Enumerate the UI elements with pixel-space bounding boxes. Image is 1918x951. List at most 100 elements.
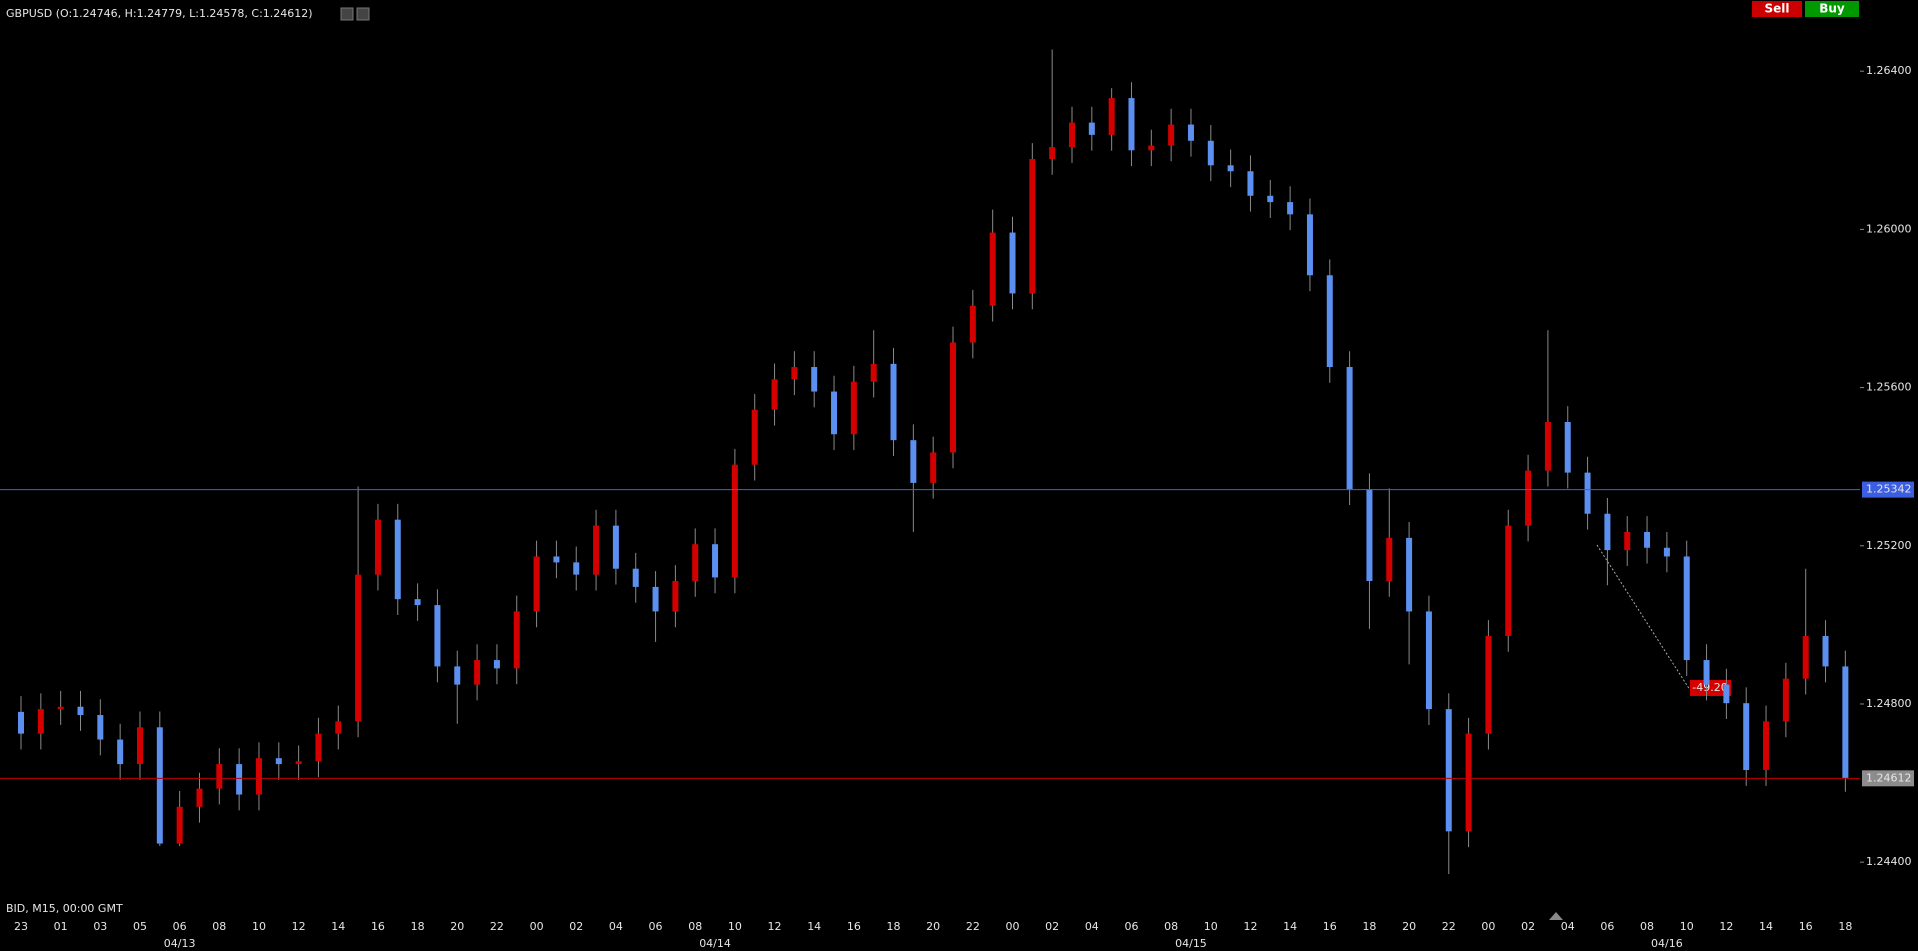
caption: BID, M15, 00:00 GMT xyxy=(6,902,123,915)
x-tick-label: 22 xyxy=(1442,920,1456,933)
candle-body xyxy=(573,562,580,575)
x-tick-label: 02 xyxy=(569,920,583,933)
candle-body xyxy=(1009,232,1016,294)
x-tick-label: 16 xyxy=(847,920,861,933)
x-tick-label: 00 xyxy=(530,920,544,933)
candle-body xyxy=(1802,635,1809,679)
candle-body xyxy=(57,706,64,710)
candle-body xyxy=(1227,165,1234,172)
candle-body xyxy=(255,758,262,795)
icon[interactable] xyxy=(340,7,354,21)
candle-body xyxy=(1346,367,1353,490)
x-tick-label: 14 xyxy=(1759,920,1773,933)
candle-body xyxy=(196,788,203,807)
candle-body xyxy=(1326,275,1333,368)
date-label: 04/13 xyxy=(164,937,196,950)
sell-button[interactable] xyxy=(1752,1,1802,17)
candle-body xyxy=(930,452,937,483)
x-tick-label: 01 xyxy=(54,920,68,933)
x-tick-label: 12 xyxy=(1719,920,1733,933)
candle-body xyxy=(1822,635,1829,667)
candle-body xyxy=(969,305,976,343)
x-tick-label: 08 xyxy=(1640,920,1654,933)
candle-body xyxy=(1743,703,1750,771)
icon[interactable] xyxy=(356,7,370,21)
date-label: 04/14 xyxy=(699,937,731,950)
x-tick-label: 04 xyxy=(1561,920,1575,933)
x-tick-label: 12 xyxy=(292,920,306,933)
candle-body xyxy=(1703,660,1710,685)
trend-line xyxy=(1596,544,1691,691)
y-tick-label: 1.25600 xyxy=(1866,381,1912,394)
candle-body xyxy=(1763,721,1770,771)
y-tick-label: 1.24800 xyxy=(1866,697,1912,710)
x-tick-label: 02 xyxy=(1045,920,1059,933)
candle-body xyxy=(156,727,163,844)
annotation-box xyxy=(1690,680,1731,696)
candle-body xyxy=(910,440,917,483)
y-tick-label: 1.24400 xyxy=(1866,855,1912,868)
candle-body xyxy=(811,367,818,392)
candle-body xyxy=(593,525,600,575)
candle-body xyxy=(612,525,619,569)
price-line-box xyxy=(1862,481,1914,498)
x-tick-label: 18 xyxy=(1838,920,1852,933)
x-tick-label: 22 xyxy=(490,920,504,933)
candle-body xyxy=(474,660,481,685)
candle-body xyxy=(1306,214,1313,276)
candle-body xyxy=(632,568,639,587)
x-tick-label: 10 xyxy=(252,920,266,933)
x-tick-label: 18 xyxy=(411,920,425,933)
candle-body xyxy=(1723,684,1730,704)
candle-body xyxy=(414,599,421,606)
x-tick-label: 14 xyxy=(807,920,821,933)
x-tick-label: 03 xyxy=(93,920,107,933)
price-line-label: 1.24612 xyxy=(1866,771,1912,784)
y-tick-label: 1.26400 xyxy=(1866,64,1912,77)
x-tick-label: 12 xyxy=(1243,920,1257,933)
x-tick-label: 18 xyxy=(1362,920,1376,933)
date-label: 04/16 xyxy=(1651,937,1683,950)
candle-body xyxy=(652,586,659,612)
x-tick-label: 10 xyxy=(1680,920,1694,933)
x-tick-label: 06 xyxy=(649,920,663,933)
candle-body xyxy=(1624,531,1631,551)
candle-body xyxy=(831,391,838,435)
candle-body xyxy=(97,715,104,740)
candle-body xyxy=(374,519,381,575)
candle-body xyxy=(1049,147,1056,159)
x-tick-label: 14 xyxy=(1283,920,1297,933)
candle-body xyxy=(712,544,719,578)
price-line-box xyxy=(1862,770,1914,787)
candle-body xyxy=(1386,537,1393,581)
candle-body xyxy=(1029,158,1036,294)
candle-body xyxy=(1108,98,1115,135)
candle-body xyxy=(771,379,778,410)
candle-body xyxy=(1465,733,1472,832)
candle-body xyxy=(553,556,560,563)
x-tick-label: 08 xyxy=(1164,920,1178,933)
price-line-label: 1.25342 xyxy=(1866,483,1912,496)
candle-body xyxy=(533,556,540,612)
candle-body xyxy=(335,721,342,734)
candle-body xyxy=(1425,611,1432,710)
x-tick-label: 04 xyxy=(609,920,623,933)
candle-body xyxy=(37,709,44,734)
candle-body xyxy=(1505,525,1512,636)
x-tick-label: 02 xyxy=(1521,920,1535,933)
candle-body xyxy=(1168,124,1175,146)
candle-body xyxy=(989,232,996,306)
candle-body xyxy=(176,806,183,844)
buy-label[interactable]: Buy xyxy=(1819,2,1845,16)
candle-body xyxy=(1544,421,1551,471)
sell-label[interactable]: Sell xyxy=(1764,2,1789,16)
buy-button[interactable] xyxy=(1805,1,1859,17)
candle-body xyxy=(1187,124,1194,141)
x-tick-label: 00 xyxy=(1481,920,1495,933)
candle-body xyxy=(1782,678,1789,722)
x-tick-label: 04 xyxy=(1085,920,1099,933)
candle-body xyxy=(850,381,857,435)
candle-body xyxy=(513,611,520,669)
candle-body xyxy=(1148,145,1155,151)
y-tick-label: 1.25200 xyxy=(1866,539,1912,552)
